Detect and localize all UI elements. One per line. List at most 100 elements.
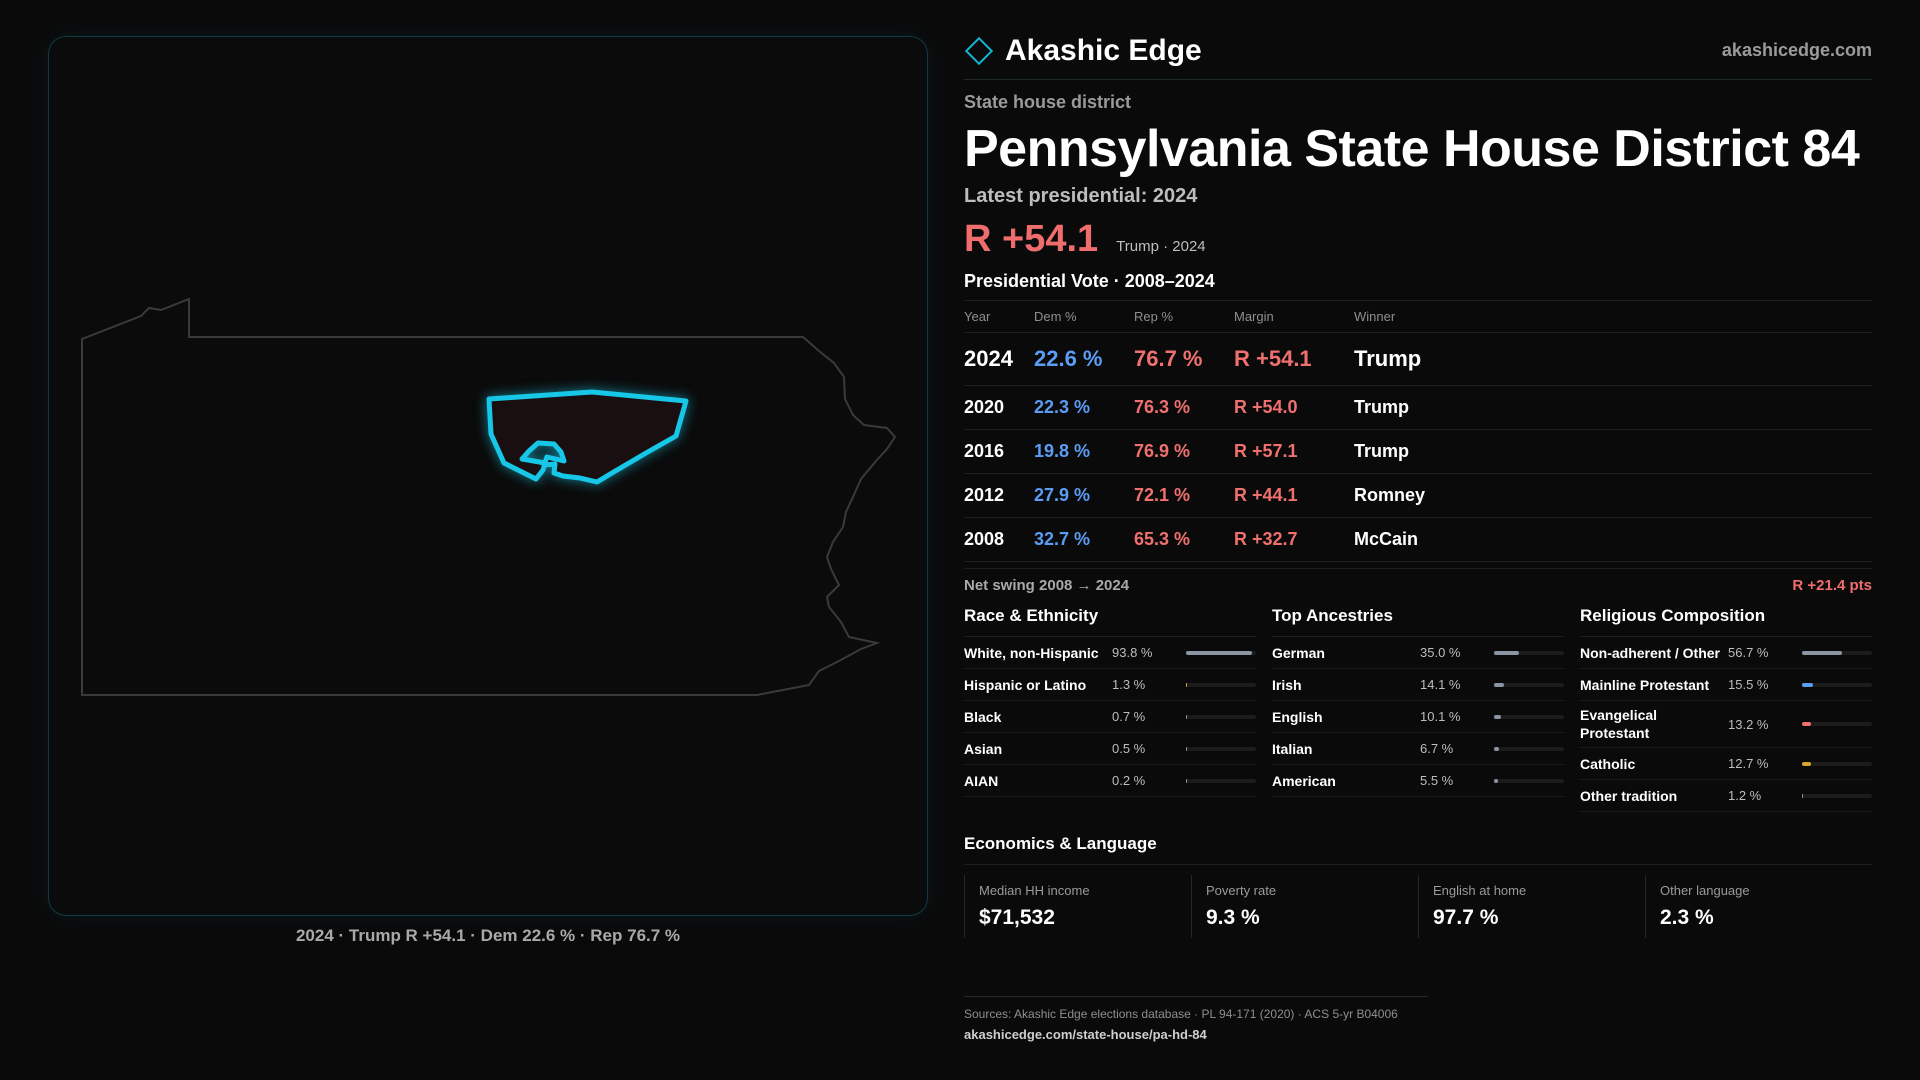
table-row[interactable]: 2008 32.7 % 65.3 % R +32.7 McCain [964, 517, 1872, 562]
winner: Trump [1354, 429, 1872, 474]
item-value: 6.7 % [1420, 741, 1454, 756]
list-item[interactable]: Black 0.7 % [964, 701, 1256, 733]
table-row[interactable]: 2020 22.3 % 76.3 % R +54.0 Trump [964, 385, 1872, 430]
bar-fill [1186, 682, 1187, 687]
item-value: 0.5 % [1112, 741, 1146, 756]
state-outline [81, 297, 897, 696]
list-item[interactable]: Irish 14.1 % [1272, 669, 1564, 701]
econ-english-at-home: English at home 97.7 % [1418, 875, 1645, 938]
bar-track [1186, 650, 1256, 655]
vote-table: Year Dem % Rep % Margin Winner 2024 22.6… [964, 300, 1872, 562]
year: 2016 [964, 429, 1034, 474]
margin: R +32.7 [1234, 517, 1354, 562]
item-label: Mainline Protestant [1580, 676, 1710, 693]
list-item[interactable]: Mainline Protestant 15.5 % [1580, 669, 1872, 701]
dem-pct: 19.8 % [1034, 429, 1134, 474]
headline-note: Trump · 2024 [1116, 238, 1206, 255]
brand[interactable]: Akashic Edge [964, 34, 1202, 68]
year: 2020 [964, 385, 1034, 430]
footer-url[interactable]: akashicedge.com/state-house/pa-hd-84 [964, 1027, 1207, 1042]
page-title: Pennsylvania State House District 84 [964, 120, 1860, 178]
demographics: Race & Ethnicity White, non-Hispanic 93.8… [964, 606, 1872, 812]
headline: R +54.1 Trump · 2024 [964, 218, 1872, 261]
bar-fill [1802, 722, 1812, 726]
item-value: 1.3 % [1112, 677, 1146, 692]
margin: R +54.1 [1234, 332, 1354, 386]
net-swing-value: R +21.4 pts [1792, 577, 1872, 594]
item-label: Evangelical Protestant [1580, 707, 1658, 741]
list-item[interactable]: Italian 6.7 % [1272, 733, 1564, 765]
econ-value: 97.7 % [1433, 906, 1499, 929]
list-item[interactable]: Other tradition 1.2 % [1580, 780, 1872, 812]
rep-pct: 76.9 % [1134, 429, 1234, 474]
net-swing: Net swing 2008 → 2024 R +21.4 pts [964, 568, 1872, 594]
item-label: Catholic [1580, 755, 1636, 772]
dem-pct: 32.7 % [1034, 517, 1134, 562]
bar-fill [1802, 761, 1811, 766]
econ-value: 9.3 % [1206, 906, 1260, 929]
item-value: 56.7 % [1728, 645, 1769, 660]
bar-track [1186, 746, 1256, 751]
item-value: 15.5 % [1728, 677, 1769, 692]
list-item[interactable]: American 5.5 % [1272, 765, 1564, 797]
list-item[interactable]: Asian 0.5 % [964, 733, 1256, 765]
bar-track [1494, 650, 1564, 655]
year: 2008 [964, 517, 1034, 562]
item-value: 1.2 % [1728, 788, 1762, 803]
bar-track [1802, 722, 1872, 726]
bar-track [1802, 761, 1872, 766]
item-label: AIAN [964, 772, 999, 789]
map-panel[interactable] [48, 36, 928, 916]
econ-median-income: Median HH income $71,532 [964, 875, 1191, 938]
district-outline[interactable] [486, 389, 689, 485]
map-caption: 2024 · Trump R +54.1 · Dem 22.6 % · Rep … [295, 926, 681, 945]
col-rep: Rep % [1134, 300, 1234, 333]
item-label: English [1272, 708, 1323, 725]
list-item[interactable]: AIAN 0.2 % [964, 765, 1256, 797]
religion-title: Religious Composition [1580, 606, 1872, 637]
bar-track [1186, 778, 1256, 783]
brand-diamond-icon [964, 36, 994, 65]
econ-label: Other language [1660, 883, 1750, 898]
table-row[interactable]: 2016 19.8 % 76.9 % R +57.1 Trump [964, 429, 1872, 474]
item-value: 12.7 % [1728, 756, 1769, 771]
econ-value: $71,532 [979, 906, 1055, 929]
dem-pct: 27.9 % [1034, 473, 1134, 518]
item-value: 14.1 % [1420, 677, 1461, 692]
list-item[interactable]: White, non-Hispanic 93.8 % [964, 637, 1256, 669]
table-row[interactable]: 2024 22.6 % 76.7 % R +54.1 Trump [964, 332, 1872, 386]
bar-track [1186, 682, 1256, 687]
bar-track [1494, 778, 1564, 783]
district-kind: State house district [964, 92, 1132, 112]
item-label: Asian [964, 740, 1003, 757]
bar-track [1802, 650, 1872, 655]
item-label: Other tradition [1580, 787, 1678, 804]
bar-track [1494, 714, 1564, 719]
winner: Trump [1354, 385, 1872, 430]
district-map[interactable] [49, 37, 928, 916]
item-value: 10.1 % [1420, 709, 1461, 724]
list-item[interactable]: English 10.1 % [1272, 701, 1564, 733]
item-value: 93.8 % [1112, 645, 1153, 660]
table-row[interactable]: 2012 27.9 % 72.1 % R +44.1 Romney [964, 473, 1872, 518]
item-value: 5.5 % [1420, 773, 1454, 788]
site-link[interactable]: akashicedge.com [1721, 40, 1872, 60]
col-winner: Winner [1354, 300, 1872, 333]
econ-other-language: Other language 2.3 % [1645, 875, 1872, 938]
item-label: Non-adherent / Other [1580, 644, 1721, 661]
ancestry-panel: Top Ancestries German 35.0 % Irish 14.1 % En… [1272, 606, 1564, 812]
list-item[interactable]: Hispanic or Latino 1.3 % [964, 669, 1256, 701]
item-value: 0.2 % [1112, 773, 1146, 788]
list-item[interactable]: Evangelical Protestant 13.2 % [1580, 701, 1872, 748]
list-item[interactable]: German 35.0 % [1272, 637, 1564, 669]
list-item[interactable]: Non-adherent / Other 56.7 % [1580, 637, 1872, 669]
headline-margin: R +54.1 [964, 218, 1099, 260]
dem-pct: 22.6 % [1034, 332, 1134, 386]
winner: McCain [1354, 517, 1872, 562]
list-item[interactable]: Catholic 12.7 % [1580, 748, 1872, 780]
bar-fill [1802, 682, 1813, 687]
detail-panel: Akashic Edge akashicedge.com State house… [964, 30, 1872, 938]
bar-fill [1186, 650, 1252, 655]
col-year: Year [964, 300, 1034, 333]
item-label: Italian [1272, 740, 1313, 757]
